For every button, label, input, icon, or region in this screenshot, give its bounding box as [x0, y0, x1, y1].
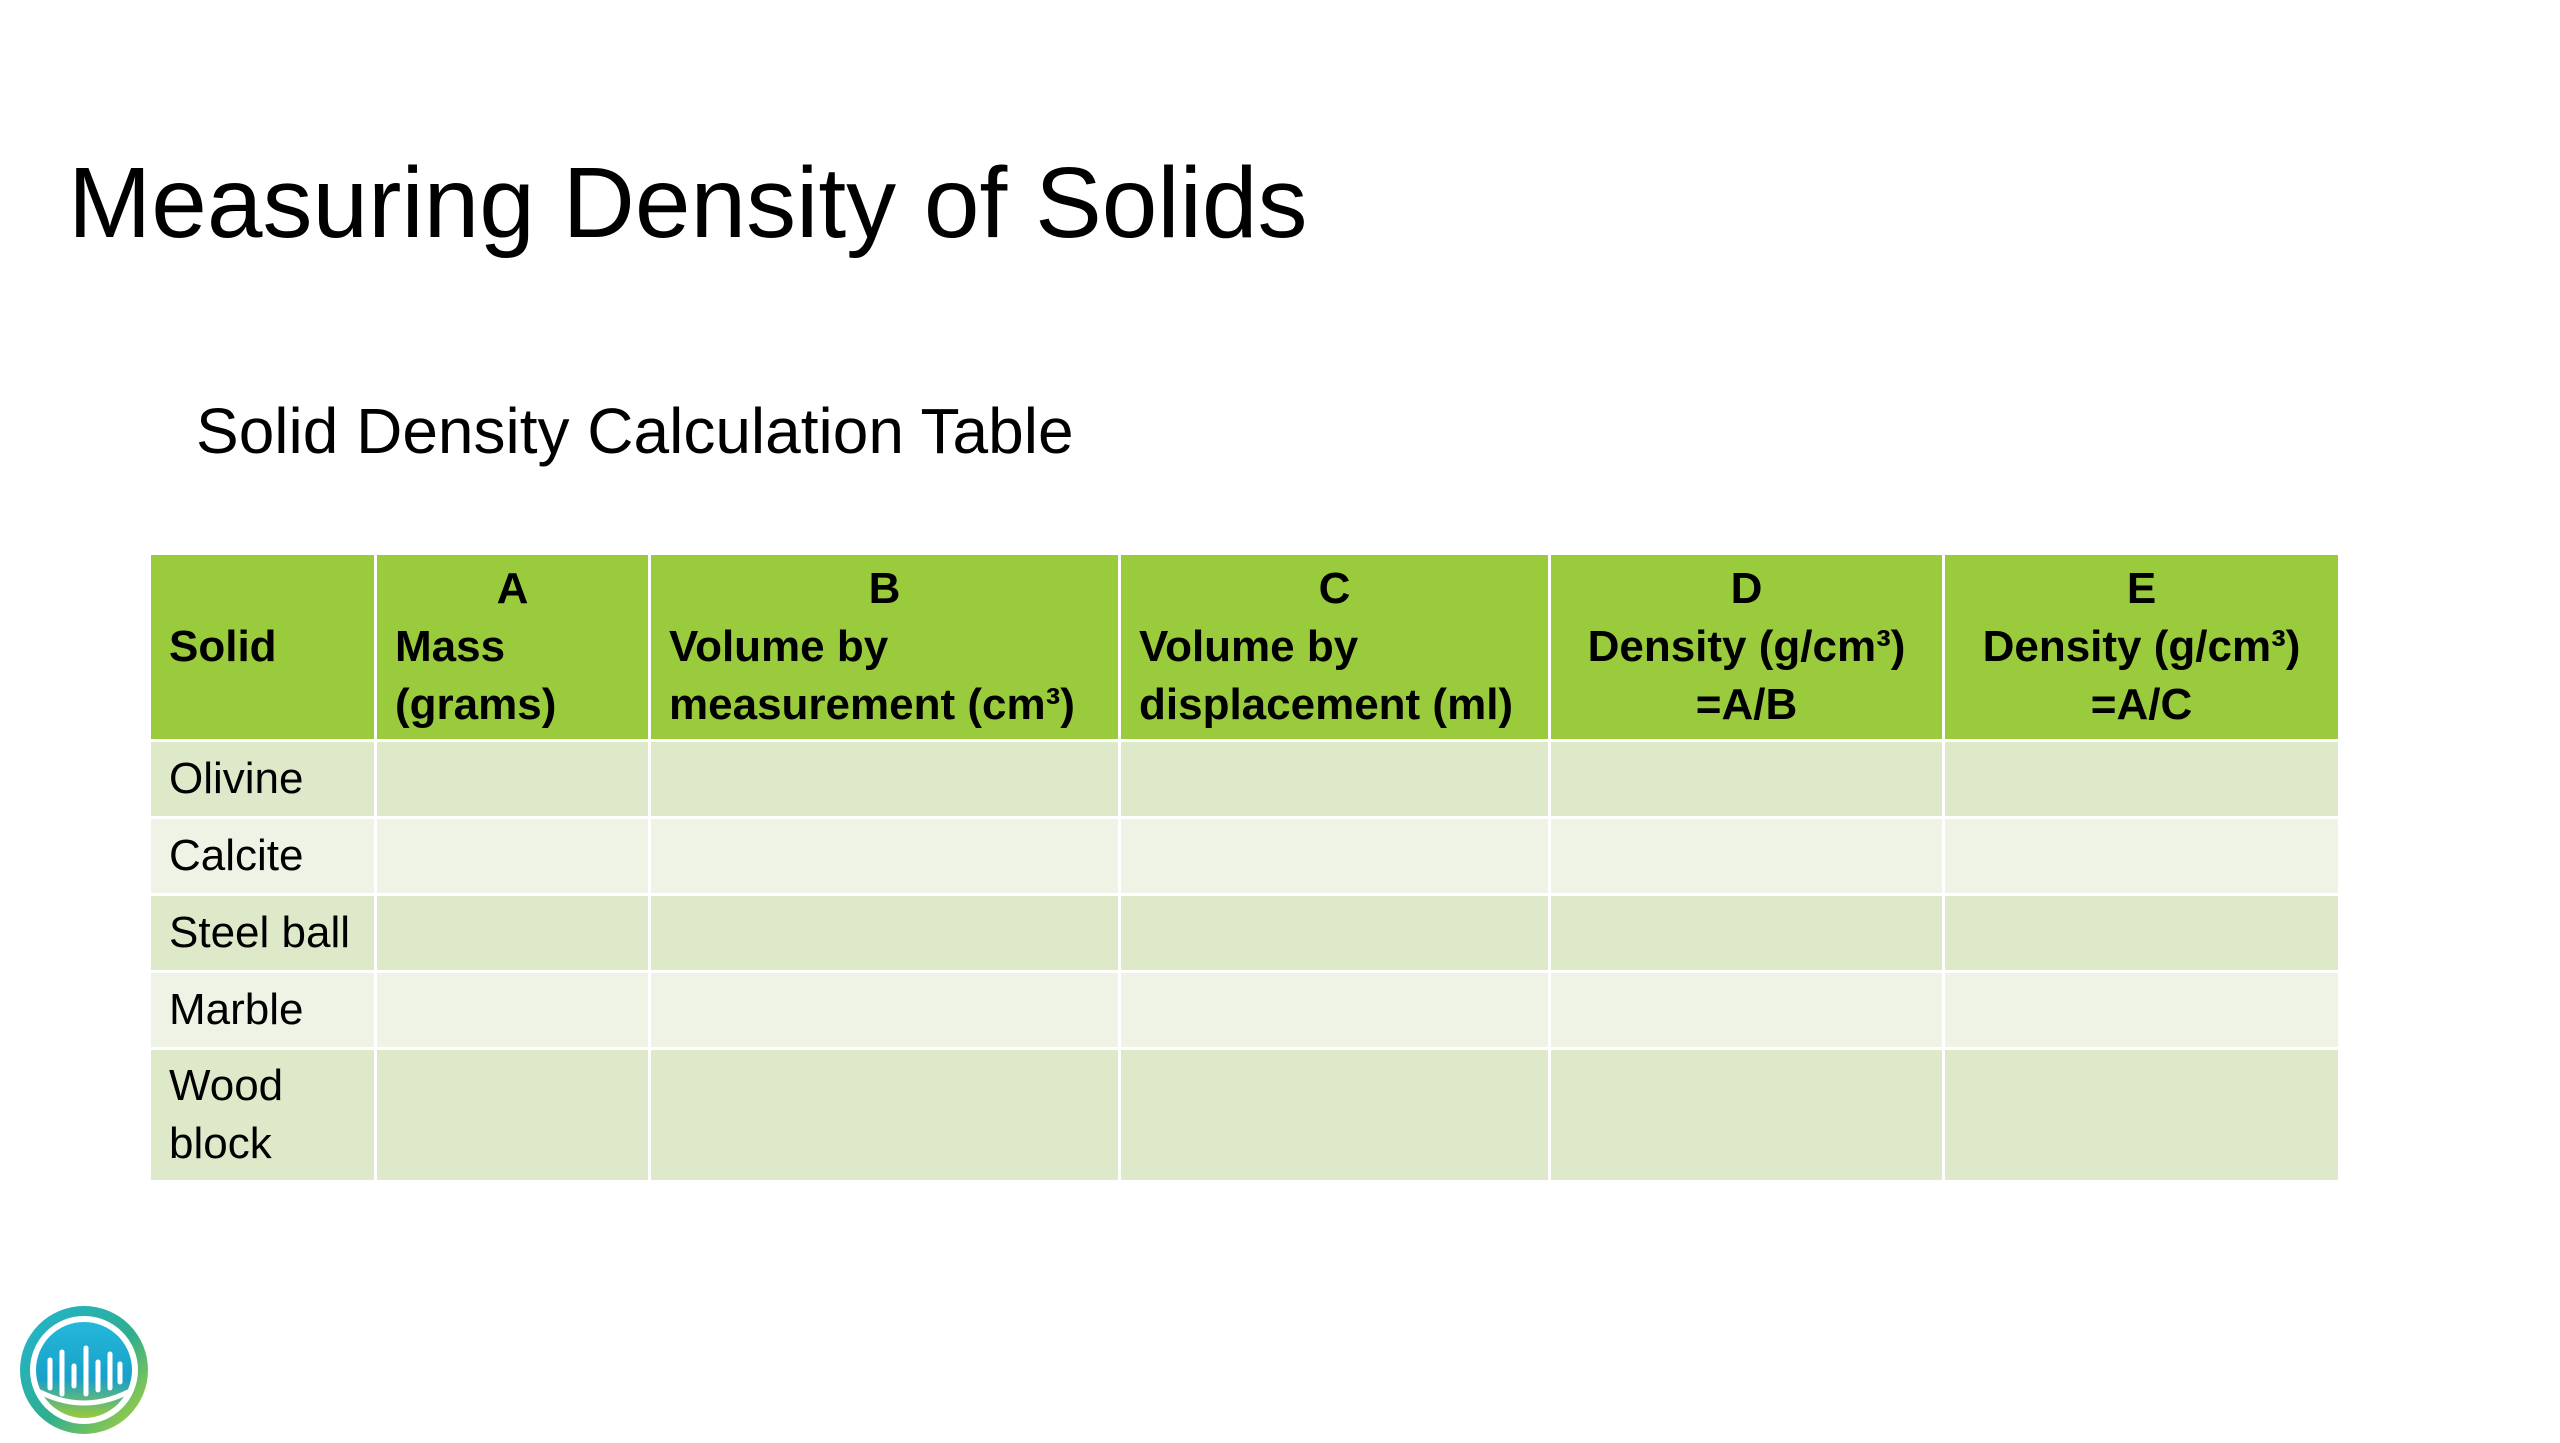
solid-name-cell: Steel ball [148, 893, 377, 973]
density-ab-cell [1548, 1047, 1945, 1183]
mass-cell [374, 739, 651, 819]
table-body: Olivine Calcite Steel ball Marble [148, 739, 2341, 1183]
volume-displacement-cell [1118, 893, 1551, 973]
table-row: Wood block [148, 1047, 2341, 1183]
density-ac-cell [1942, 816, 2341, 896]
volume-measurement-cell [648, 816, 1121, 896]
slide-title: Measuring Density of Solids [68, 147, 1308, 259]
header-letter: E [2126, 564, 2157, 613]
table-row: Marble [148, 970, 2341, 1050]
header-letter: D [1730, 564, 1763, 613]
volume-displacement-cell [1118, 1047, 1551, 1183]
solid-name-cell: Wood block [148, 1047, 377, 1183]
logo-graphic [20, 1306, 148, 1434]
density-ac-cell [1942, 739, 2341, 819]
mass-cell [374, 970, 651, 1050]
density-ac-cell [1942, 1047, 2341, 1183]
header-e: E Density (g/cm³) =A/C [1942, 552, 2341, 742]
header-a: A Mass (grams) [374, 552, 651, 742]
volume-displacement-cell [1118, 816, 1551, 896]
volume-measurement-cell [648, 970, 1121, 1050]
header-solid: Solid [148, 552, 377, 742]
solid-name-cell: Olivine [148, 739, 377, 819]
mass-cell [374, 1047, 651, 1183]
density-ac-cell [1942, 970, 2341, 1050]
header-label: Solid [169, 622, 277, 671]
table-row: Calcite [148, 816, 2341, 896]
waveform-circle-logo [16, 1302, 152, 1438]
table-row: Steel ball [148, 893, 2341, 973]
volume-displacement-cell [1118, 739, 1551, 819]
header-label: Density (g/cm³) =A/B [1587, 622, 1906, 729]
header-label: Density (g/cm³) =A/C [1982, 622, 2301, 729]
solid-name-cell: Calcite [148, 816, 377, 896]
density-ac-cell [1942, 893, 2341, 973]
header-label: Volume by displacement (ml) [1139, 622, 1514, 729]
table-row: Olivine [148, 739, 2341, 819]
density-table: Solid A Mass (grams) B Volume by measure… [148, 552, 2341, 1183]
density-ab-cell [1548, 739, 1945, 819]
header-c: C Volume by displacement (ml) [1118, 552, 1551, 742]
header-letter: A [496, 564, 529, 613]
table-caption: Solid Density Calculation Table [196, 395, 1074, 467]
table-header: Solid A Mass (grams) B Volume by measure… [148, 552, 2341, 742]
header-b: B Volume by measurement (cm³) [648, 552, 1121, 742]
header-label: Mass (grams) [395, 622, 557, 729]
volume-measurement-cell [648, 893, 1121, 973]
header-letter: B [868, 564, 901, 613]
density-ab-cell [1548, 893, 1945, 973]
mass-cell [374, 893, 651, 973]
header-letter: C [1318, 564, 1351, 613]
mass-cell [374, 816, 651, 896]
volume-measurement-cell [648, 739, 1121, 819]
volume-measurement-cell [648, 1047, 1121, 1183]
header-d: D Density (g/cm³) =A/B [1548, 552, 1945, 742]
header-row: Solid A Mass (grams) B Volume by measure… [148, 552, 2341, 742]
header-label: Volume by measurement (cm³) [669, 622, 1075, 729]
density-ab-cell [1548, 970, 1945, 1050]
solid-name-cell: Marble [148, 970, 377, 1050]
density-ab-cell [1548, 816, 1945, 896]
volume-displacement-cell [1118, 970, 1551, 1050]
